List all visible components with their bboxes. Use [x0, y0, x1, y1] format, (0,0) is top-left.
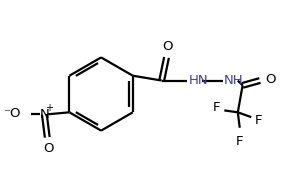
Text: +: + — [45, 103, 53, 113]
Text: F: F — [236, 136, 243, 148]
Text: F: F — [213, 101, 220, 114]
Text: F: F — [255, 114, 263, 126]
Text: ⁻O: ⁻O — [3, 107, 20, 120]
Text: O: O — [265, 73, 275, 86]
Text: O: O — [43, 142, 54, 155]
Text: HN: HN — [189, 74, 208, 87]
Text: O: O — [162, 40, 173, 53]
Text: NH: NH — [223, 74, 243, 87]
Text: N: N — [39, 108, 49, 121]
